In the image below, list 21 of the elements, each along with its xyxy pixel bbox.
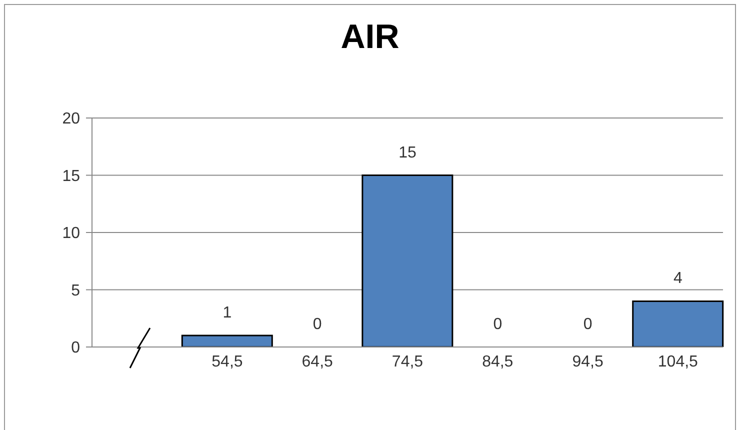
bar: [181, 334, 273, 347]
data-label: 0: [583, 316, 592, 333]
data-label: 4: [673, 270, 682, 288]
x-tick-label: 74,5: [392, 353, 424, 370]
y-tick-label: 10: [62, 225, 80, 242]
data-label: 15: [398, 144, 416, 162]
bar: [632, 300, 724, 347]
x-tick-label: 54,5: [212, 353, 243, 370]
x-tick-label: 94,5: [572, 353, 604, 370]
data-label: 0: [493, 316, 502, 333]
chart-title: AIR: [340, 18, 400, 57]
y-tick-label: 15: [62, 168, 80, 185]
bar: [362, 174, 454, 347]
y-tick-label: 20: [62, 110, 80, 128]
data-label: 1: [222, 304, 232, 322]
x-tick-label: 104,5: [658, 353, 698, 370]
x-tick-label: 64,5: [302, 353, 334, 370]
y-tick-label: 5: [71, 282, 80, 300]
x-tick-label: 84,5: [482, 353, 514, 370]
y-tick-label: 0: [71, 340, 80, 357]
data-label: 0: [312, 316, 322, 333]
